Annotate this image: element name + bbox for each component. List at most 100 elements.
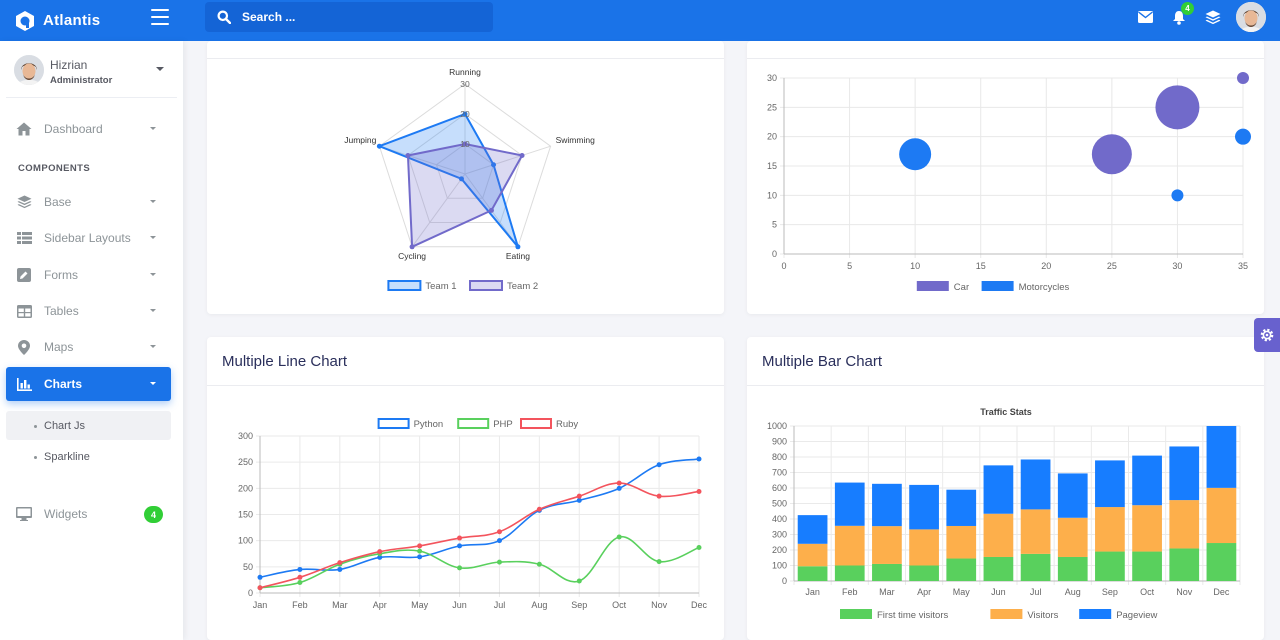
sidebar-item-dashboard[interactable]: Dashboard <box>6 112 171 146</box>
sidebar-item-charts[interactable]: Charts <box>6 367 171 401</box>
legend-label: Team 1 <box>425 281 456 292</box>
legend-swatch <box>840 609 872 619</box>
sidebar-item-label: Tables <box>44 304 79 318</box>
layers-icon <box>1205 10 1221 24</box>
y-tick-label: 150 <box>238 510 253 520</box>
y-tick-label: 200 <box>238 483 253 493</box>
bar-segment <box>1169 446 1200 501</box>
y-tick-label: 300 <box>238 431 253 441</box>
radar-point <box>462 141 468 147</box>
x-tick-label: Mar <box>879 587 895 597</box>
bar-segment <box>909 565 939 581</box>
line-point <box>377 549 383 555</box>
radar-point <box>458 176 464 182</box>
sidebar: Hizrian Administrator Dashboard COMPONEN… <box>0 41 183 640</box>
line-point <box>496 529 502 535</box>
line-point <box>417 554 423 560</box>
sidebar-subitem-sparkline[interactable]: Sparkline <box>6 442 171 471</box>
sidebar-item-base[interactable]: Base <box>6 185 171 219</box>
caret-down-icon <box>156 67 164 71</box>
card-header: Multiple Bar Chart <box>747 337 1264 386</box>
card-title: Multiple Line Chart <box>222 353 348 370</box>
sidebar-item-forms[interactable]: Forms <box>6 258 171 292</box>
home-icon <box>16 122 32 136</box>
sidebar-subitem-chart-js[interactable]: Chart Js <box>6 411 171 440</box>
x-tick-label: 10 <box>910 261 920 271</box>
search-icon[interactable] <box>217 10 231 24</box>
y-tick-label: 300 <box>772 530 787 540</box>
radar-axis-label: Jumping <box>344 135 376 145</box>
chart-title: Traffic Stats <box>980 407 1032 417</box>
bar-segment <box>1057 556 1088 581</box>
bar-segment <box>909 529 939 566</box>
radar-point <box>462 111 468 117</box>
divider <box>6 97 177 98</box>
section-heading: COMPONENTS <box>18 163 91 174</box>
x-tick-label: Feb <box>842 587 858 597</box>
legend-swatch <box>981 281 1014 291</box>
pen-square-icon <box>17 268 31 282</box>
line-series <box>259 458 700 579</box>
sidebar-item-sidebar-layouts[interactable]: Sidebar Layouts <box>6 221 171 255</box>
sidebar-toggle-button[interactable] <box>151 9 169 25</box>
theme-settings-button[interactable] <box>1254 318 1280 352</box>
user-avatar[interactable] <box>1236 2 1266 32</box>
card-title: Multiple Bar Chart <box>762 353 883 370</box>
x-tick-label: 5 <box>847 261 852 271</box>
x-tick-label: Mar <box>332 600 348 610</box>
legend-swatch <box>1079 609 1112 619</box>
user-profile-dropdown[interactable]: Hizrian Administrator <box>14 55 172 87</box>
bubble-point <box>1237 72 1249 84</box>
notifications-button[interactable]: 4 <box>1170 2 1194 26</box>
radar-grid-ring <box>435 143 495 199</box>
y-tick-label: 50 <box>243 562 253 572</box>
sidebar-item-label: Maps <box>44 340 74 354</box>
y-tick-label: 600 <box>772 483 787 493</box>
sidebar-item-widgets[interactable]: Widgets 4 <box>6 497 171 531</box>
search-input[interactable] <box>242 10 462 24</box>
bar-segment <box>872 563 902 581</box>
y-tick-label: 20 <box>767 132 777 142</box>
multiple-line-chart-card: Multiple Line Chart Jan Feb Mar Apr May Jun Ju… <box>207 337 724 640</box>
bubble-point <box>1171 189 1184 202</box>
line-point <box>417 548 423 554</box>
sidebar-item-maps[interactable]: Maps <box>6 330 171 364</box>
line-point <box>536 506 542 512</box>
sidebar-item-label: Forms <box>44 268 78 282</box>
radar-point <box>491 162 497 168</box>
y-tick-label: 0 <box>248 588 253 598</box>
widgets-count-badge: 4 <box>144 506 163 523</box>
quick-actions-button[interactable] <box>1204 8 1222 26</box>
gear-icon <box>1260 328 1274 342</box>
x-tick-label: Nov <box>1176 587 1193 597</box>
legend-swatch <box>469 280 503 291</box>
radar-axis-label: Cycling <box>398 251 426 261</box>
y-tick-label: 0 <box>782 576 787 586</box>
radar-chart: 10 20 30 Running Swimming Eating Cycling Jumpin… <box>344 67 595 292</box>
x-tick-label: Jul <box>1030 587 1042 597</box>
sidebar-item-tables[interactable]: Tables <box>6 294 171 328</box>
line-point <box>337 560 343 566</box>
line-point <box>656 462 662 468</box>
brand-name[interactable]: Atlantis <box>43 12 101 29</box>
bar-segment <box>1169 500 1200 549</box>
y-tick-label: 10 <box>767 190 777 200</box>
card-header <box>207 41 724 59</box>
line-point <box>297 580 303 586</box>
radar-axis-label: Swimming <box>556 135 595 145</box>
x-tick-label: Aug <box>531 600 547 610</box>
x-tick-label: Oct <box>612 600 627 610</box>
bubble-point <box>899 138 932 171</box>
x-tick-label: Dec <box>1213 587 1230 597</box>
sidebar-item-label: Sidebar Layouts <box>44 231 131 245</box>
y-tick-label: 900 <box>772 437 787 447</box>
bar-segment <box>1095 507 1125 552</box>
profile-photo <box>1236 2 1266 32</box>
x-tick-label: Aug <box>1065 587 1081 597</box>
line-point <box>696 544 702 550</box>
x-tick-label: Jun <box>452 600 467 610</box>
messages-button[interactable] <box>1136 8 1154 26</box>
x-tick-label: 0 <box>781 261 786 271</box>
logo-header: Atlantis <box>0 0 183 41</box>
line-point <box>337 566 343 572</box>
